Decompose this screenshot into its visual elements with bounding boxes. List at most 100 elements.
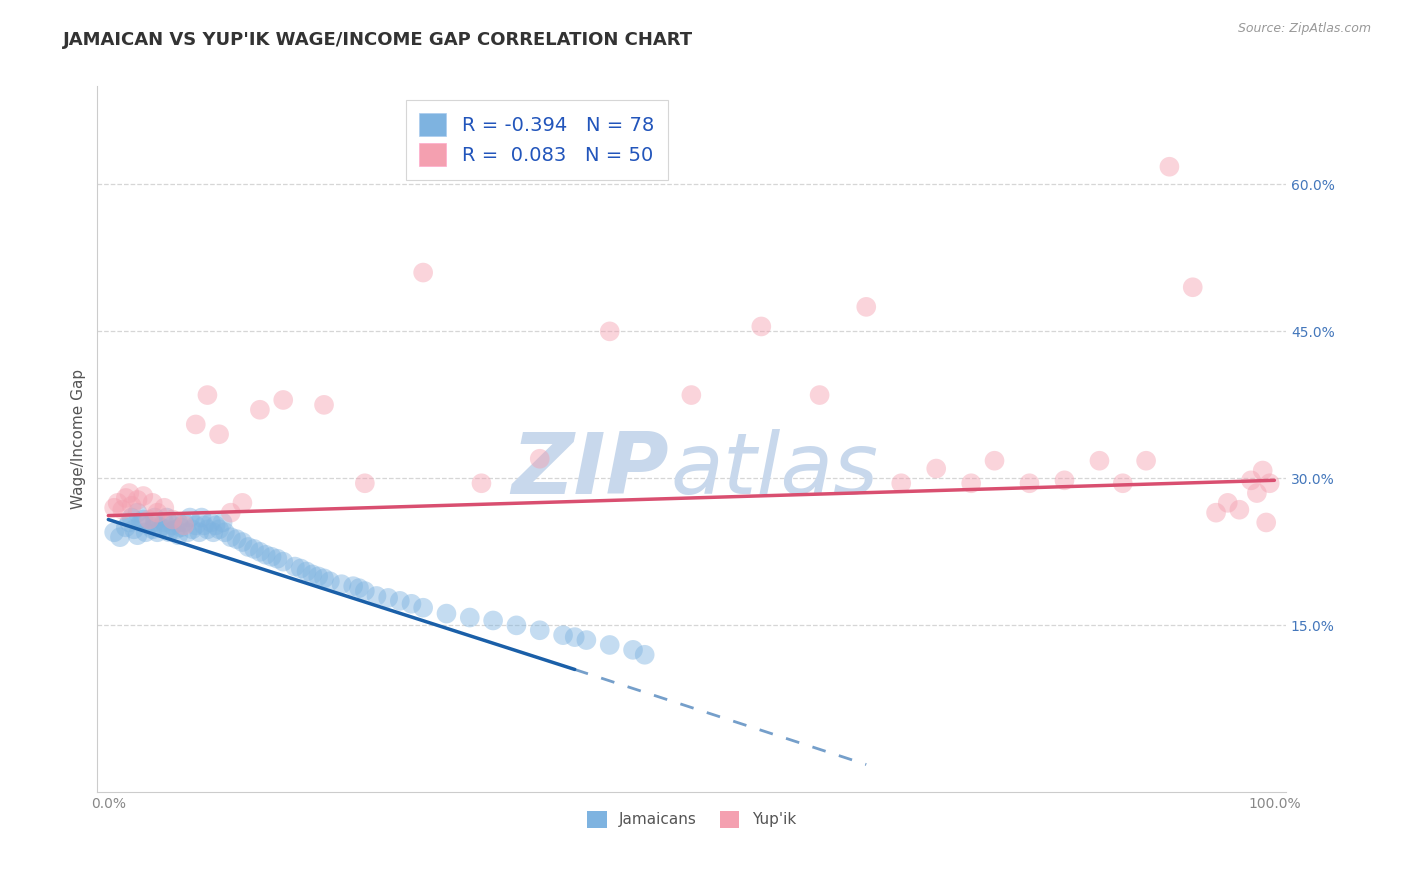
Point [254,548,277,562]
Point [1159,160,1181,174]
Point [249,545,271,559]
Point [118,516,141,530]
Y-axis label: Wage/Income Gap: Wage/Income Gap [72,369,86,509]
Point [121,499,143,513]
Point [184,417,207,432]
Point [575,633,598,648]
Point [621,643,644,657]
Point [219,506,242,520]
Point [1053,473,1076,487]
Point [132,489,155,503]
Point [132,512,155,526]
Point [436,607,458,621]
Point [146,525,169,540]
Point [118,486,141,500]
Point [295,565,318,579]
Point [184,518,207,533]
Point [153,500,176,515]
Point [138,512,160,526]
Point [193,518,215,533]
Point [157,525,180,540]
Point [108,530,131,544]
Point [505,618,527,632]
Point [143,516,166,530]
Text: ZIP: ZIP [512,429,669,512]
Point [1205,506,1227,520]
Point [412,600,434,615]
Point [1135,454,1157,468]
Point [169,520,191,534]
Point [243,541,266,556]
Point [202,525,225,540]
Point [153,516,176,530]
Point [353,584,375,599]
Point [960,476,983,491]
Point [127,492,149,507]
Point [681,388,703,402]
Point [204,518,226,533]
Point [149,520,172,534]
Point [219,530,242,544]
Point [162,512,184,526]
Point [529,624,551,638]
Point [564,630,586,644]
Point [208,522,231,536]
Point [1256,516,1278,530]
Point [103,525,125,540]
Point [190,510,212,524]
Point [470,476,492,491]
Point [377,591,399,605]
Point [211,516,233,530]
Point [855,300,877,314]
Point [143,510,166,524]
Point [412,266,434,280]
Text: atlas: atlas [671,429,879,512]
Point [1227,502,1250,516]
Point [890,476,912,491]
Point [551,628,574,642]
Point [142,522,165,536]
Point [307,569,329,583]
Point [127,528,149,542]
Point [312,571,335,585]
Point [1240,473,1263,487]
Point [290,561,312,575]
Point [1258,476,1281,491]
Point [156,522,179,536]
Point [347,581,370,595]
Point [129,516,152,530]
Point [225,532,247,546]
Point [342,579,364,593]
Point [1251,463,1274,477]
Point [808,388,831,402]
Point [1246,486,1268,500]
Point [167,528,190,542]
Point [1181,280,1204,294]
Text: Source: ZipAtlas.com: Source: ZipAtlas.com [1237,22,1371,36]
Point [319,574,342,589]
Point [135,525,157,540]
Point [162,518,184,533]
Point [138,518,160,533]
Point [388,594,411,608]
Point [197,388,219,402]
Point [983,454,1005,468]
Point [599,324,621,338]
Point [312,398,335,412]
Point [284,559,307,574]
Point [167,516,190,530]
Point [271,555,294,569]
Point [238,540,260,554]
Text: JAMAICAN VS YUP'IK WAGE/INCOME GAP CORRELATION CHART: JAMAICAN VS YUP'IK WAGE/INCOME GAP CORRE… [63,31,693,49]
Point [111,502,134,516]
Point [122,522,145,536]
Point [176,525,198,540]
Point [599,638,621,652]
Point [271,392,294,407]
Point [179,510,201,524]
Point [366,589,388,603]
Point [200,516,222,530]
Point [925,461,948,475]
Point [165,522,187,536]
Point [107,496,129,510]
